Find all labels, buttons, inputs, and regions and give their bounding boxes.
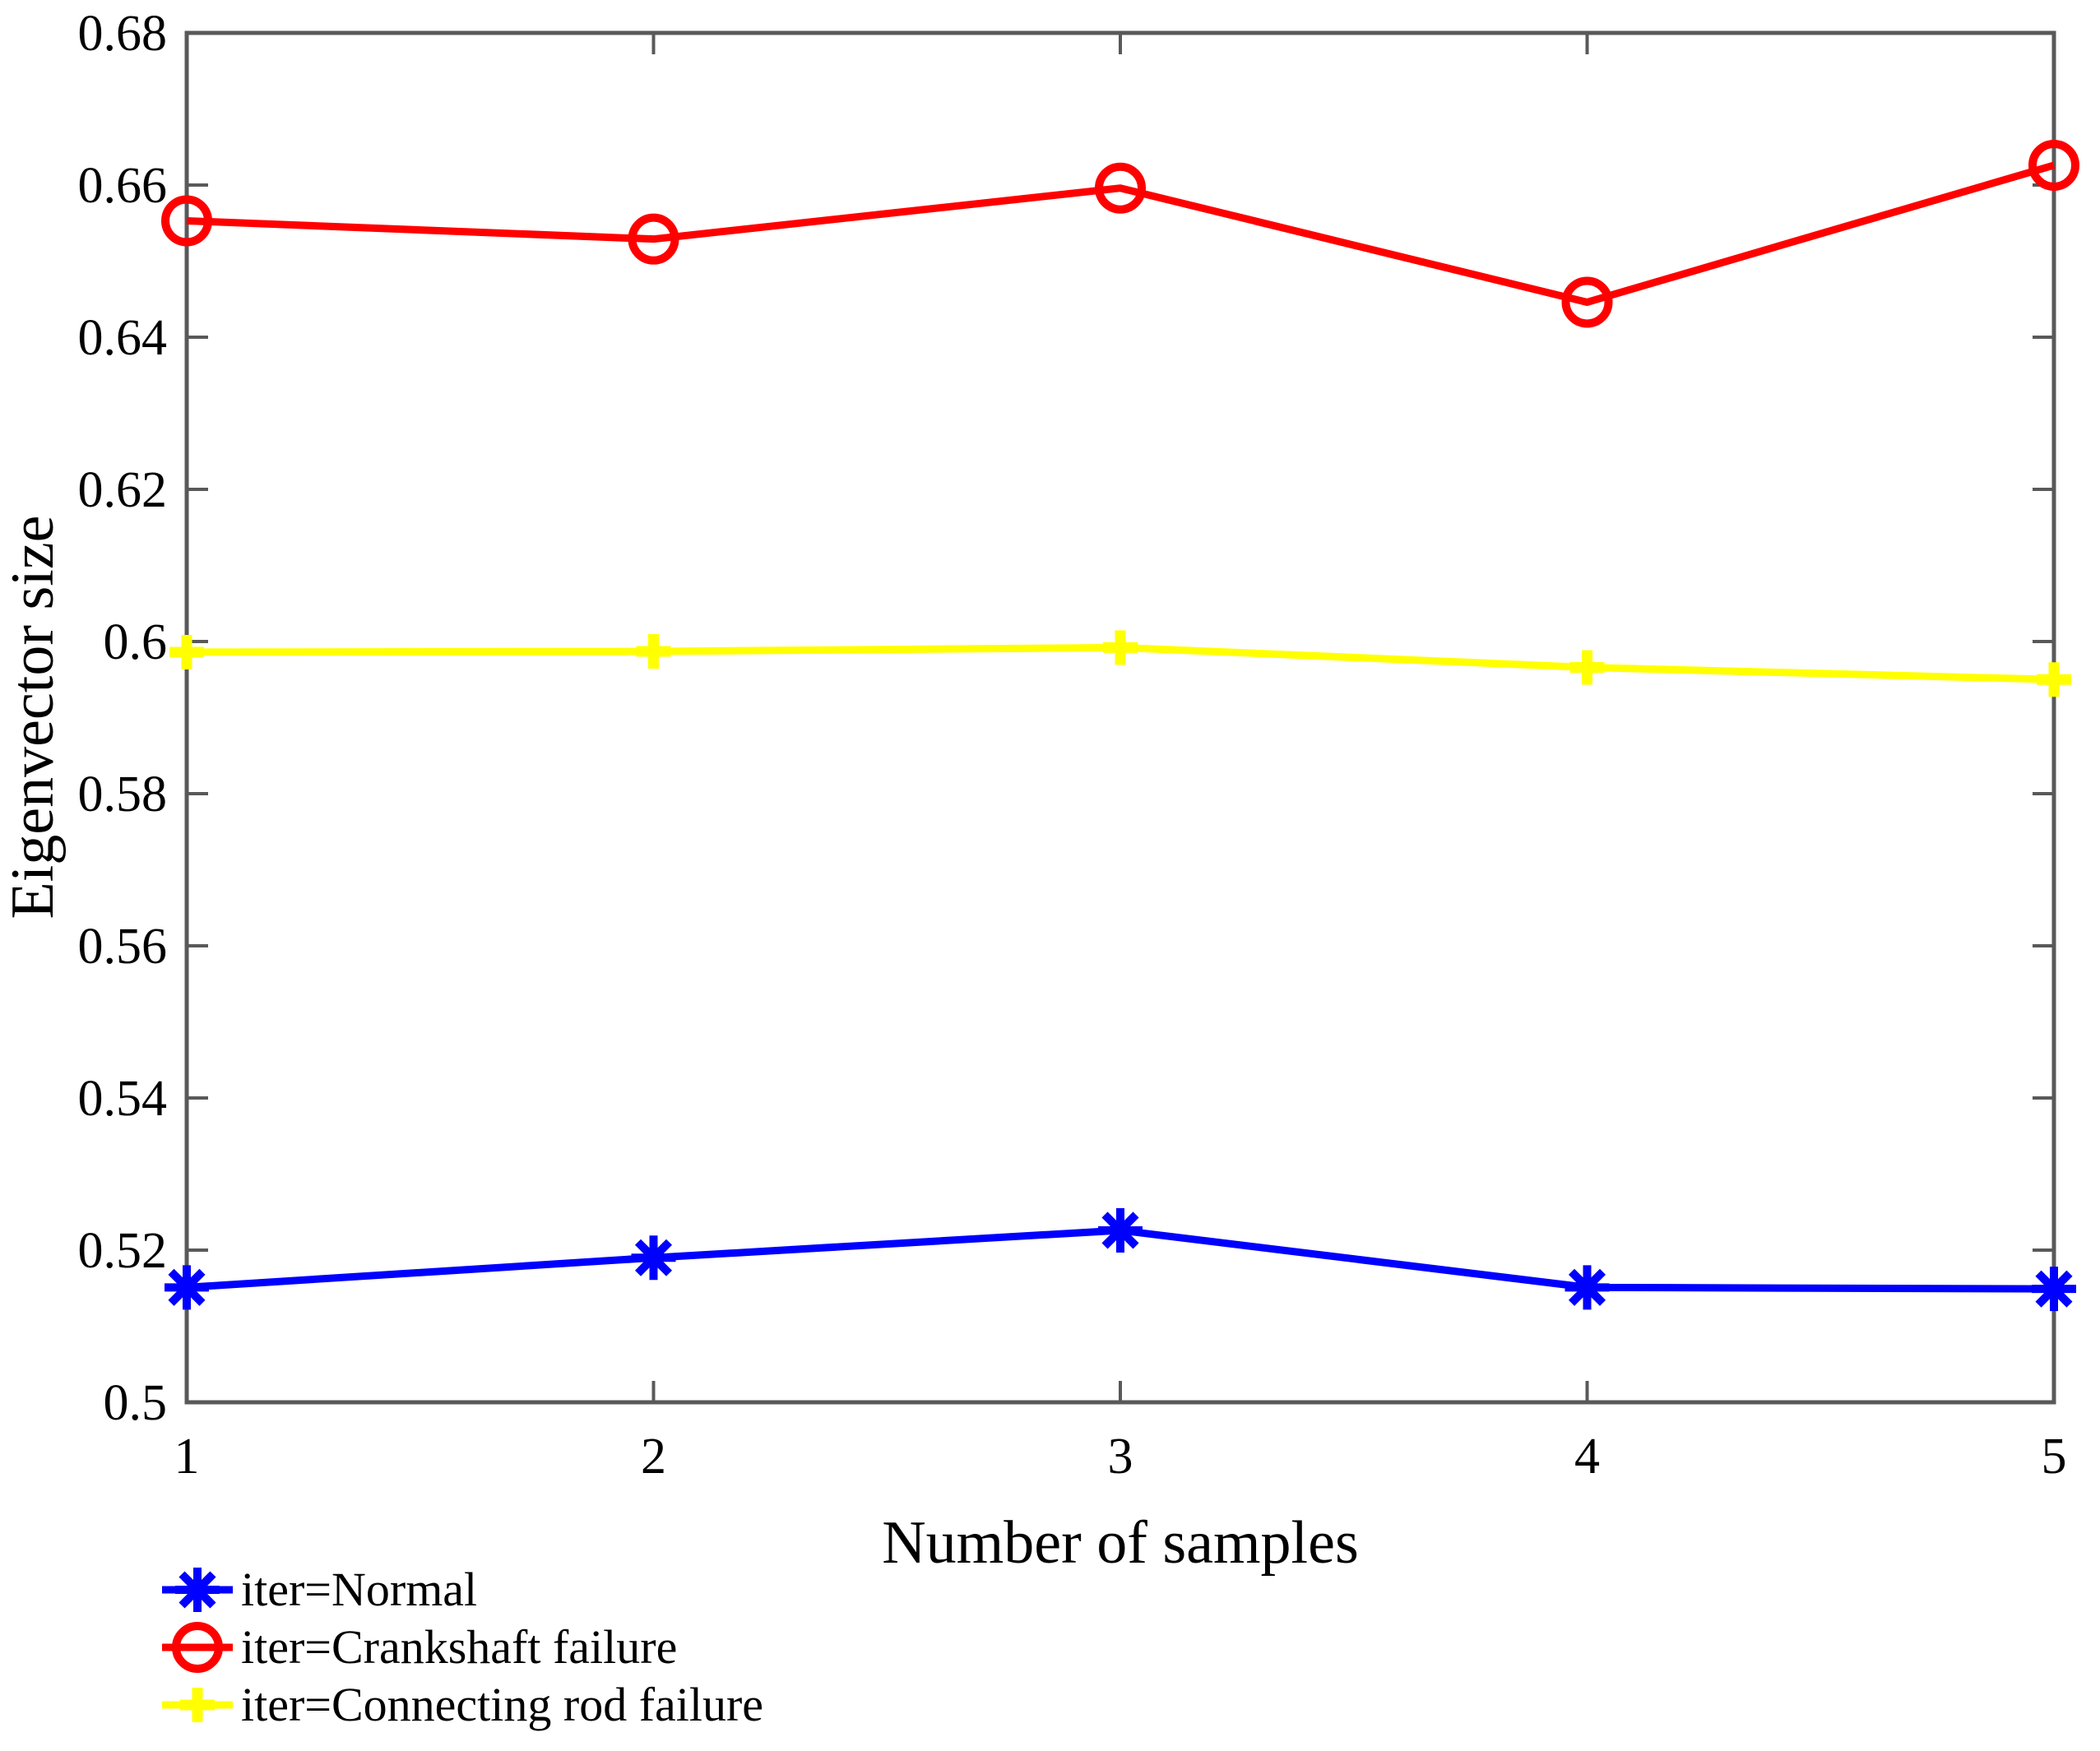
- circle-marker: [1095, 162, 1146, 214]
- y-tick-label: 0.54: [78, 1071, 168, 1127]
- x-tick-label: 3: [1108, 1429, 1133, 1485]
- legend-label-connecting-rod-failure: iter=Connecting rod failure: [241, 1678, 764, 1731]
- x-tick-label: 4: [1574, 1429, 1600, 1485]
- x-tick-label: 1: [174, 1429, 200, 1485]
- series-line-1: [186, 161, 2056, 306]
- series-1: [161, 139, 2079, 328]
- x-axis-label: Number of samples: [882, 1509, 1359, 1577]
- y-tick-label: 0.58: [78, 767, 168, 822]
- asterisk-marker: [1568, 1268, 1606, 1306]
- y-tick-label: 0.68: [78, 6, 168, 62]
- circle-marker: [1561, 276, 1613, 328]
- legend-label-normal: iter=Normal: [241, 1563, 478, 1616]
- legend-marker-connecting-rod-icon: [162, 1688, 233, 1722]
- y-tick-label: 0.66: [78, 158, 168, 214]
- y-axis-label: Eigenvector size: [0, 515, 67, 919]
- legend-item-connecting-rod-failure: iter=Connecting rod failure: [162, 1676, 763, 1734]
- y-tick-label: 0.62: [78, 462, 168, 518]
- y-tick-label: 0.64: [78, 310, 168, 366]
- x-tick-label: 2: [641, 1429, 666, 1485]
- asterisk-marker: [1101, 1211, 1139, 1249]
- asterisk-marker: [634, 1239, 673, 1276]
- legend-marker-normal-icon: [162, 1568, 233, 1612]
- asterisk-marker: [168, 1268, 206, 1306]
- y-tick-label: 0.5: [104, 1375, 168, 1431]
- circle-marker: [161, 195, 212, 247]
- series-0: [165, 1207, 2076, 1312]
- x-tick-label: 5: [2042, 1429, 2067, 1485]
- legend: iter=Normal iter=Crankshaft failure iter…: [162, 1561, 763, 1734]
- plot-box: [184, 30, 2056, 1405]
- y-tick-label: 0.52: [78, 1223, 168, 1279]
- asterisk-marker: [2035, 1270, 2073, 1308]
- legend-item-normal: iter=Normal: [162, 1561, 763, 1619]
- series-2: [169, 630, 2071, 697]
- plot-area: 0.5 0.52 0.54 0.56 0.58 0.6 0.62 0.64 0.66 0.68 1 2…: [78, 6, 2079, 1485]
- y-tick-label: 0.56: [78, 919, 168, 975]
- circle-marker: [628, 213, 679, 265]
- legend-label-crankshaft-failure: iter=Crankshaft failure: [241, 1620, 678, 1674]
- circle-marker: [2028, 139, 2079, 191]
- legend-marker-crankshaft-icon: [162, 1622, 233, 1673]
- legend-item-crankshaft-failure: iter=Crankshaft failure: [162, 1619, 763, 1676]
- asterisk-marker: [178, 1571, 216, 1609]
- y-tick-label: 0.6: [104, 614, 168, 670]
- circle-marker: [172, 1622, 223, 1673]
